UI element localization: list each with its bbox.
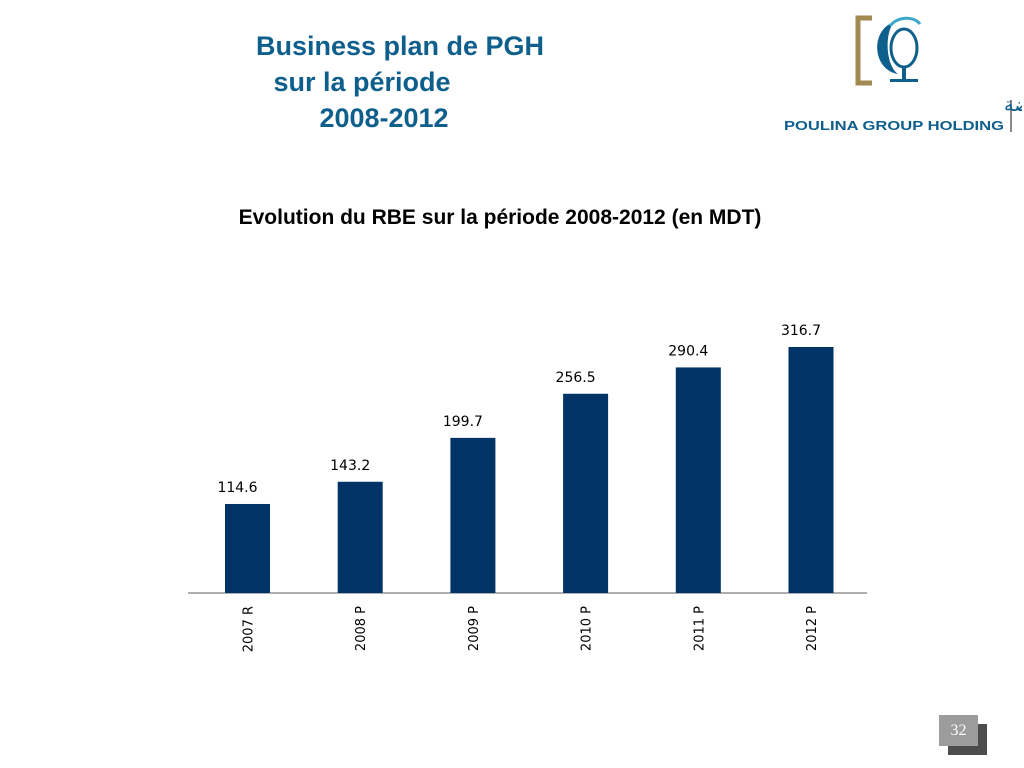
bar-value-label: 256.5 — [556, 370, 596, 386]
logo-stand-stem — [902, 67, 906, 79]
logo-stand-base — [890, 79, 918, 82]
x-tick-label: 2012 P — [805, 606, 820, 651]
rbe-bar-chart: 114.6 2007 R 143.2 2008 P 199.7 2009 P 256.5 20… — [188, 323, 867, 652]
logo-arabic-text: مجموعة بولينـا القابضة — [1004, 94, 1022, 116]
chart-title: Evolution du RBE sur la période 2008-201… — [238, 206, 762, 229]
x-tick-label: 2009 P — [467, 606, 482, 651]
logo-latin-text: POULINA GROUP HOLDING — [784, 118, 1004, 133]
bar-value-label: 199.7 — [443, 414, 483, 430]
slide-title: Business plan de PGH sur la période 2008… — [150, 28, 650, 136]
logo-egg-shape — [889, 27, 919, 69]
page-number: 32 — [939, 715, 987, 755]
slide-title-line-2: sur la période — [273, 67, 451, 97]
poulina-logo: مجموعة بولينـا القابضة POULINA GROUP HOL… — [784, 15, 1022, 133]
bar-value-label: 143.2 — [330, 458, 370, 474]
logo-bracket-shape — [855, 15, 872, 86]
x-tick-label: 2007 R — [242, 606, 257, 652]
bar-2012-p — [788, 347, 834, 593]
bar-value-label: 316.7 — [781, 323, 821, 339]
x-tick-label: 2010 P — [580, 606, 595, 651]
logo-crescent-shape — [877, 22, 898, 74]
logo-divider — [1010, 100, 1012, 132]
page-number-box: 32 — [939, 715, 978, 746]
x-tick-label: 2008 P — [354, 606, 369, 651]
bar-2011-p — [675, 367, 721, 593]
bar-2008-p — [337, 481, 383, 593]
bar-2009-p — [450, 437, 496, 593]
x-tick-label: 2011 P — [692, 606, 707, 651]
bar-value-label: 290.4 — [668, 343, 708, 359]
slide-title-line-3: 2008-2012 — [319, 103, 449, 133]
logo-swoosh-shape — [888, 16, 922, 28]
slide-title-line-1: Business plan de PGH — [255, 31, 545, 61]
bar-2007-r — [225, 503, 270, 593]
bar-2010-p — [563, 393, 609, 593]
bar-value-label: 114.6 — [217, 480, 257, 496]
